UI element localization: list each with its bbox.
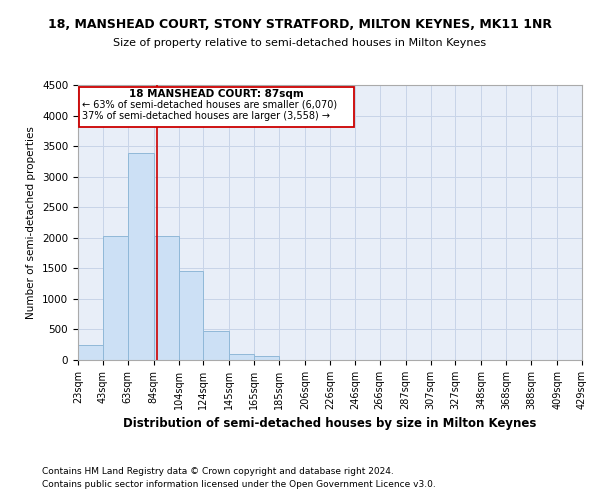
Text: Size of property relative to semi-detached houses in Milton Keynes: Size of property relative to semi-detach… (113, 38, 487, 48)
Text: 37% of semi-detached houses are larger (3,558) →: 37% of semi-detached houses are larger (… (82, 112, 330, 122)
Bar (229, 354, 254, 360)
X-axis label: Distribution of semi-detached houses by size in Milton Keynes: Distribution of semi-detached houses by … (124, 418, 536, 430)
Text: Contains HM Land Registry data © Crown copyright and database right 2024.: Contains HM Land Registry data © Crown c… (42, 467, 394, 476)
Y-axis label: Number of semi-detached properties: Number of semi-detached properties (26, 126, 37, 319)
Text: ← 63% of semi-detached houses are smaller (6,070): ← 63% of semi-detached houses are smalle… (82, 100, 337, 110)
Text: Contains public sector information licensed under the Open Government Licence v3: Contains public sector information licen… (42, 480, 436, 489)
Text: 18 MANSHEAD COURT: 87sqm: 18 MANSHEAD COURT: 87sqm (129, 88, 304, 99)
Bar (154, 236, 179, 360)
Bar (78, 344, 103, 360)
FancyBboxPatch shape (79, 86, 354, 126)
Text: 18, MANSHEAD COURT, STONY STRATFORD, MILTON KEYNES, MK11 1NR: 18, MANSHEAD COURT, STONY STRATFORD, MIL… (48, 18, 552, 30)
Bar (203, 332, 229, 360)
Bar (179, 271, 203, 360)
Bar (254, 356, 279, 360)
Bar (103, 236, 128, 360)
Bar (128, 154, 154, 360)
